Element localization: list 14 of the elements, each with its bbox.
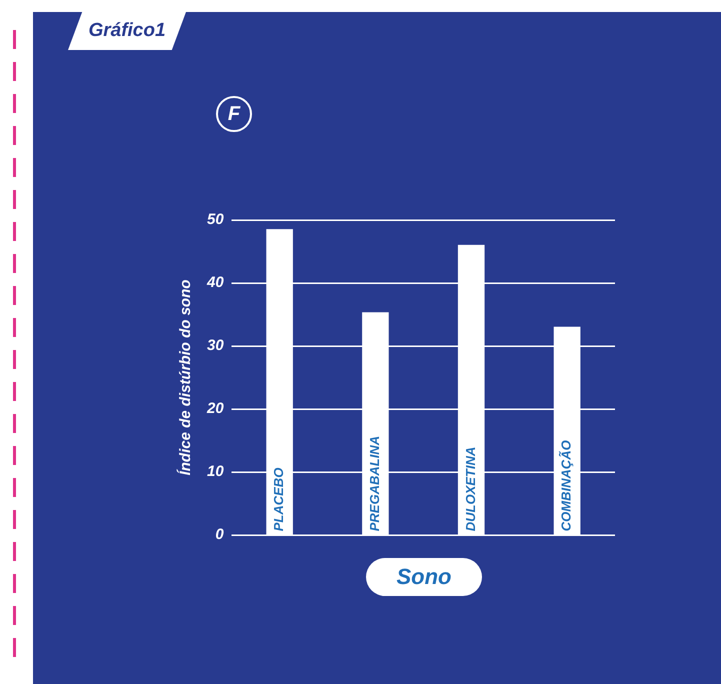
y-axis-title: Índice de distúrbio do sono: [176, 280, 194, 476]
y-tick-label: 10: [206, 463, 224, 480]
y-tick-label: 20: [206, 400, 224, 418]
y-tick-label: 0: [215, 526, 224, 544]
x-tick-label: DULOXETINA: [462, 446, 478, 532]
y-tick-label: 30: [206, 337, 224, 354]
chart-subtitle: F: [228, 102, 240, 126]
y-tick-label: 50: [206, 211, 224, 228]
y-tick-label: 40: [206, 274, 224, 292]
x-tick-label: COMBINAÇÃO: [558, 440, 574, 532]
x-tick-label: PREGABALINA: [367, 436, 382, 532]
x-tick-label: PLACEBO: [271, 468, 286, 532]
chart-title: Gráfico1: [88, 20, 166, 42]
x-axis-title: Sono: [396, 564, 452, 590]
